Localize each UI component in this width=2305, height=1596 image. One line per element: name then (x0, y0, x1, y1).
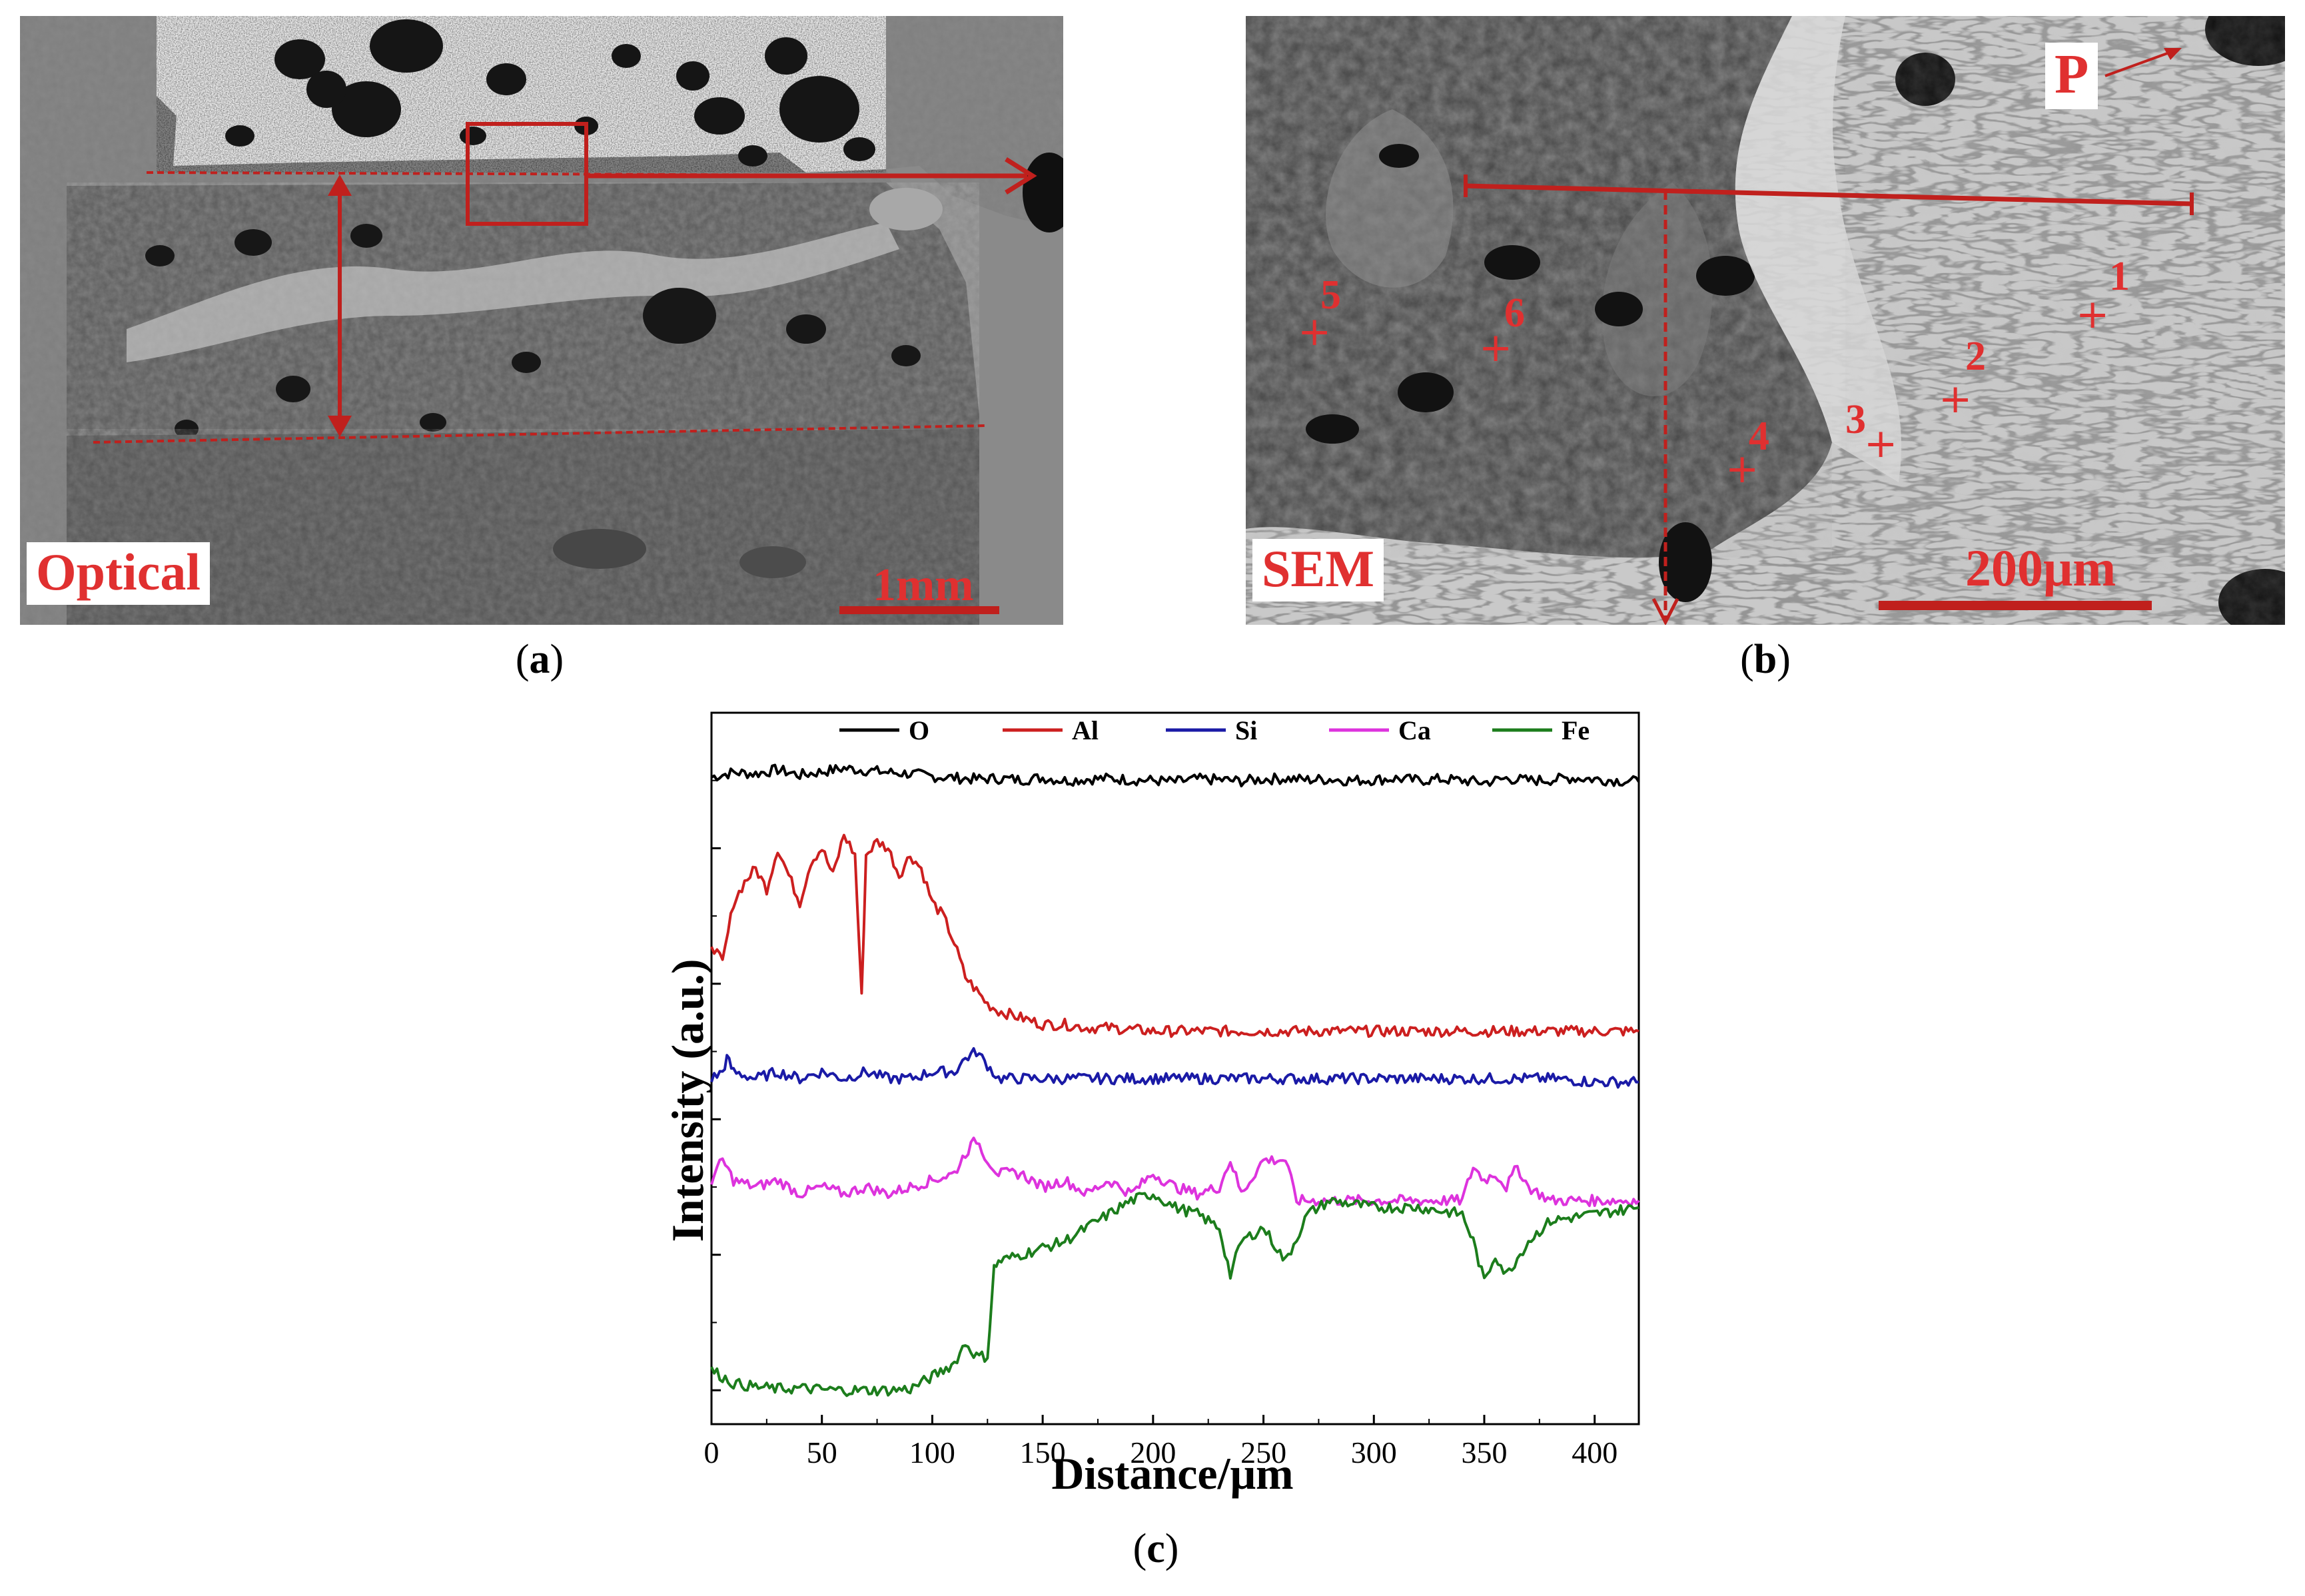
series-line-al (710, 833, 1639, 1038)
point-1-label: 1 (2109, 254, 2130, 299)
caption-c: (c) (1133, 1526, 1179, 1571)
p-pointer-line (2104, 48, 2179, 77)
caption-a: (a) (515, 637, 564, 682)
scale-bar (1879, 601, 2152, 610)
scale-bar (839, 606, 999, 614)
x-tick-label: 50 (807, 1435, 837, 1469)
point-4-marker: + (1725, 446, 1759, 492)
point-4-label: 4 (1749, 414, 1769, 459)
x-tick-label: 250 (1240, 1435, 1286, 1469)
y-axis-label: Intensity (a.u.) (662, 959, 713, 1242)
caption-b: (b) (1740, 637, 1791, 682)
series-line-ca (710, 1136, 1640, 1208)
line-scan-chart: 0 50 100 150 200 250 300 350 400 O Al Si Ca Fe Dista… (640, 693, 1692, 1525)
scale-bar-label: 200μm (1965, 539, 2116, 597)
legend-label-ca: Ca (1398, 715, 1431, 745)
point-p-label: P (2045, 43, 2098, 109)
point-5-label: 5 (1320, 272, 1341, 318)
point-6-label: 6 (1504, 290, 1525, 336)
sem-micrograph-panel: SEM P 200μm + 1 + 2 + 3 + 4 + 5 + 6 (1246, 16, 2285, 625)
x-axis-label: Distance/μm (1051, 1448, 1293, 1499)
point-1-marker: + (2076, 291, 2110, 338)
x-tick-label: 200 (1130, 1435, 1176, 1469)
x-tick-label: 350 (1462, 1435, 1508, 1469)
scale-bar-label: 1mm (873, 560, 974, 611)
point-2-label: 2 (1965, 334, 1986, 379)
point-6-marker: + (1479, 324, 1513, 371)
point-2-marker: + (1939, 376, 1973, 422)
sem-micrograph-image (1246, 16, 2285, 625)
series-line-si (710, 1047, 1639, 1089)
optical-tag: Optical (27, 542, 210, 605)
legend-label-si: Si (1235, 715, 1257, 745)
legend-label-o: O (909, 715, 929, 745)
x-tick-label: 150 (1020, 1435, 1066, 1469)
point-3-label: 3 (1845, 397, 1866, 442)
x-tick-label: 400 (1572, 1435, 1617, 1469)
series-line-fe (710, 1192, 1639, 1397)
x-tick-label: 300 (1351, 1435, 1397, 1469)
series-line-o (711, 763, 1640, 787)
x-tick-label: 100 (909, 1435, 955, 1469)
point-3-marker: + (1864, 420, 1898, 467)
x-tick-label: 0 (704, 1435, 719, 1469)
line-scan-chart-svg: 0 50 100 150 200 250 300 350 400 O Al Si Ca Fe Dista… (662, 711, 1640, 1499)
point-5-marker: + (1298, 308, 1332, 355)
line-scan-path (1465, 183, 2192, 206)
pores (225, 19, 875, 167)
legend-label-al: Al (1072, 715, 1099, 745)
legend-label-fe: Fe (1562, 715, 1590, 745)
sem-tag: SEM (1252, 539, 1384, 601)
optical-micrograph-image (20, 16, 1063, 625)
plot-area-frame (710, 711, 1640, 1425)
optical-micrograph-panel: Optical 1mm (20, 16, 1063, 625)
